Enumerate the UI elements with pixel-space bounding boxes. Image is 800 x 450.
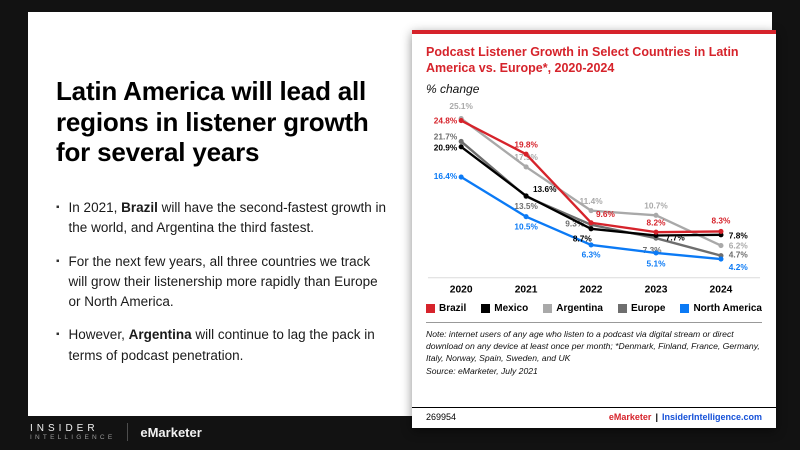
key-points-list: ▪ In 2021, Brazil will have the second-fa… (56, 198, 392, 366)
data-point (653, 249, 659, 256)
x-axis-label: 2020 (450, 284, 473, 295)
data-point (588, 207, 594, 213)
key-point-text: In 2021, Brazil will have the second-fas… (68, 200, 386, 236)
insider-intelligence-logo: INSIDER INTELLIGENCE (30, 423, 115, 442)
data-label: 10.5% (514, 221, 538, 231)
legend-item-argentina: Argentina (543, 303, 603, 314)
data-point (718, 242, 724, 248)
chart-card-footer: 269954 eMarketer | InsiderIntelligence.com (412, 407, 776, 428)
data-label: 16.4% (434, 170, 458, 180)
chart-subtitle: % change (426, 81, 480, 96)
key-point: ▪ However, Argentina will continue to lag… (56, 325, 392, 366)
data-label: 7.3% (643, 244, 663, 254)
data-label: 10.7% (644, 200, 668, 210)
chart-legend: Brazil Mexico Argentina Europe North America (426, 303, 762, 314)
data-point (523, 163, 529, 170)
footer-site-link: InsiderIntelligence.com (661, 412, 762, 422)
intelligence-logo-text: INTELLIGENCE (30, 434, 116, 442)
data-point (718, 255, 724, 262)
footer-separator: | (655, 412, 658, 422)
data-label: 13.5% (514, 201, 538, 211)
key-point-text: However, Argentina will continue to lag … (68, 327, 375, 363)
x-axis-label: 2023 (645, 284, 668, 295)
data-label: 8.7% (573, 233, 593, 243)
data-label: 11.4% (580, 195, 604, 205)
brand-divider (127, 423, 129, 441)
chart-title: Podcast Listener Growth in Select Countr… (426, 45, 739, 76)
left-column: Latin America will lead all regions in l… (56, 76, 392, 379)
footer-emarketer: eMarketer (608, 412, 652, 422)
data-label: 4.2% (729, 261, 749, 271)
legend-label: Mexico (494, 302, 529, 314)
bullet-icon: ▪ (56, 329, 60, 341)
data-point (718, 228, 724, 234)
data-label: 20.9% (434, 142, 458, 152)
data-label: 4.7% (729, 249, 749, 259)
data-point (523, 192, 529, 198)
data-point (458, 143, 464, 149)
legend-swatch (426, 303, 435, 313)
data-point (523, 213, 529, 219)
chart-card: Podcast Listener Growth in Select Countr… (412, 30, 776, 428)
note-line: Note: internet users of any age who list… (426, 328, 760, 363)
data-point (458, 117, 464, 123)
data-point (653, 212, 659, 218)
legend-item-europe: Europe (617, 302, 666, 314)
chart-footer-right: eMarketer | InsiderIntelligence.com (609, 412, 762, 422)
data-label: 24.8% (434, 115, 458, 125)
data-point (588, 241, 594, 247)
key-point: ▪ For the next few years, all three count… (56, 252, 392, 313)
legend-label: Europe (630, 302, 666, 314)
legend-swatch (680, 303, 690, 313)
key-point-text: For the next few years, all three countr… (68, 253, 378, 310)
note-line: Source: eMarketer, July 2021 (426, 365, 538, 376)
x-axis-label: 2021 (515, 284, 538, 295)
data-label: 8.3% (712, 215, 732, 225)
legend-label: Argentina (556, 302, 603, 314)
chart-note: Note: internet users of any age who list… (426, 321, 762, 377)
listener-growth-chart: 25.1% 17.9% 11.4% 10.7% 6.2% 21.7% 13.5% 9.3% 7.… (427, 100, 761, 295)
data-label: 8.2% (647, 217, 667, 227)
data-point (458, 174, 464, 180)
legend-item-brazil: Brazil (426, 303, 466, 314)
legend-swatch (543, 303, 553, 313)
data-label: 17.9% (514, 152, 538, 162)
legend-label: North America (693, 302, 762, 314)
data-label: 9.3% (565, 218, 585, 228)
key-point: ▪ In 2021, Brazil will have the second-fa… (56, 198, 392, 239)
data-label: 13.6% (533, 183, 557, 193)
data-point (653, 229, 659, 235)
data-point (588, 219, 594, 225)
slide-headline: Latin America will lead all regions in l… (56, 76, 369, 168)
data-point (458, 138, 464, 144)
legend-item-north-america: North America (680, 303, 762, 314)
legend-swatch (481, 303, 491, 313)
legend-item-mexico: Mexico (481, 303, 528, 314)
chart-id: 269954 (426, 412, 457, 422)
brand-bar: INSIDER INTELLIGENCE eMarketer (30, 421, 202, 443)
bullet-icon: ▪ (56, 202, 60, 214)
data-label: 5.1% (647, 258, 667, 268)
data-label: 6.3% (582, 249, 602, 259)
data-label: 6.2% (729, 240, 749, 250)
data-label: 19.8% (514, 139, 538, 149)
legend-swatch (617, 303, 627, 313)
data-label: 7.8% (729, 230, 749, 240)
insider-logo-text: INSIDER (30, 422, 99, 434)
data-label: 25.1% (449, 100, 473, 110)
data-label: 7.7% (666, 232, 686, 242)
legend-label: Brazil (439, 302, 467, 314)
x-axis-label: 2022 (580, 284, 603, 295)
data-label: 9.6% (596, 208, 616, 218)
data-point (588, 225, 594, 231)
data-point (523, 151, 529, 157)
x-axis-label: 2024 (710, 284, 733, 295)
data-label: 21.7% (434, 131, 458, 141)
bullet-icon: ▪ (56, 255, 60, 267)
emarketer-logo: eMarketer (140, 424, 202, 440)
